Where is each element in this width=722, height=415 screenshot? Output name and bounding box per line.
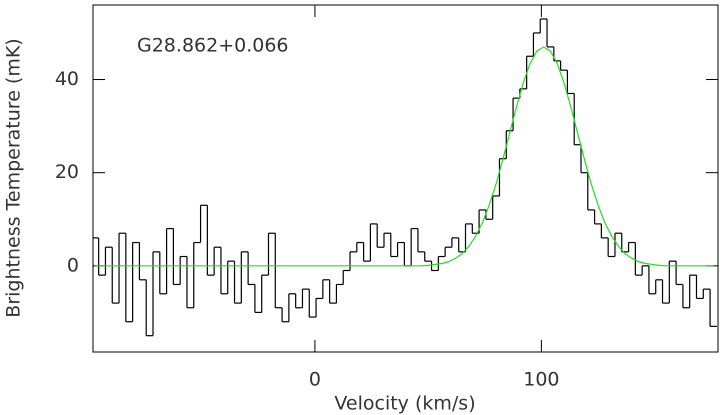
annotation: G28.862+0.066: [137, 35, 289, 57]
gaussian-fit: [95, 46, 714, 267]
y-tick-label: 0: [67, 254, 79, 276]
y-tick-label: 40: [55, 68, 79, 90]
x-tick-label: 100: [523, 369, 559, 391]
y-axis-label: Brightness Temperature (mK): [3, 38, 25, 317]
plot-frame: [92, 4, 719, 353]
spectrum-connector: [98, 18, 711, 336]
y-tick-label: 20: [55, 161, 79, 183]
x-axis-label: Velocity (km/s): [334, 393, 475, 415]
x-tick-label: 0: [309, 369, 321, 391]
